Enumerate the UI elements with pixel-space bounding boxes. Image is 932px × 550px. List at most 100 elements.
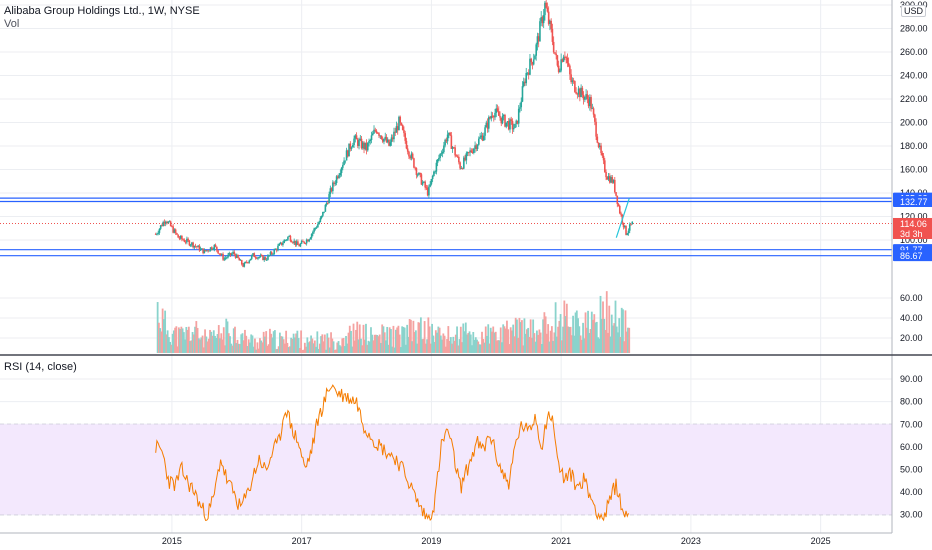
volume-bar [266, 345, 269, 353]
volume-bar [442, 333, 445, 353]
candle-body [519, 107, 521, 109]
candle-body [607, 176, 610, 180]
candle-body [376, 132, 379, 134]
candle-body [161, 225, 163, 227]
volume-bar [531, 337, 533, 353]
candle-body [154, 234, 157, 235]
price-axis-tick: 220.00 [900, 94, 928, 104]
volume-bar [560, 340, 563, 353]
candle-body [489, 117, 491, 119]
volume-label[interactable]: Vol [4, 18, 20, 30]
volume-bar [479, 344, 482, 353]
candle-body [458, 156, 460, 163]
volume-bar [615, 326, 618, 353]
candle-body [582, 94, 585, 100]
candle-body [416, 174, 419, 176]
horizontal-levels[interactable] [0, 197, 892, 257]
volume-bar [292, 333, 295, 353]
volume-bar [275, 349, 278, 353]
candle-body [177, 234, 179, 238]
volume-bar [476, 339, 478, 353]
volume-bar [165, 334, 168, 353]
candle-body [307, 239, 309, 242]
volume-bar [321, 334, 324, 353]
volume-bar [402, 326, 405, 353]
rsi-axis-tick: 60.00 [900, 442, 923, 452]
volume-bar [230, 343, 233, 353]
candle-body [613, 179, 616, 193]
candle-body [514, 123, 516, 129]
volume-bar [287, 347, 290, 353]
candle-body [594, 114, 596, 122]
candle-body [347, 150, 349, 157]
candle-body [366, 143, 369, 151]
volume-bar [569, 326, 572, 353]
candle-body [521, 86, 524, 102]
candle-body [584, 96, 586, 100]
candle-body [280, 242, 283, 245]
candle-body [408, 151, 410, 157]
symbol-title[interactable]: Alibaba Group Holdings Ltd., 1W, NYSE [4, 5, 200, 17]
rsi-axis-tick: 70.00 [900, 419, 923, 429]
candle-body [622, 222, 625, 228]
rsi-axis-tick: 80.00 [900, 397, 923, 407]
candle-body [186, 238, 188, 243]
price-axis-tick: 120.00 [900, 212, 928, 222]
trendline [615, 198, 630, 238]
volume-bar [337, 341, 340, 353]
candle-body [415, 168, 418, 175]
volume-bar [370, 327, 372, 353]
level-price-tag: 86.67 [900, 251, 923, 261]
candle-body [468, 151, 470, 153]
volume-bar [341, 338, 344, 353]
candle-body [330, 188, 333, 192]
volume-bar [605, 291, 608, 353]
volume-bar [305, 346, 307, 353]
candle-body [217, 250, 219, 254]
candle-body [176, 233, 178, 235]
candle-body [244, 261, 247, 263]
candle-body [198, 245, 201, 251]
volume-bar [604, 329, 607, 353]
volume-bar [521, 320, 523, 353]
volume-bar [338, 345, 341, 353]
volume-bar [280, 336, 283, 353]
candle-body [480, 135, 483, 138]
candle-body [380, 135, 383, 140]
candle-body [616, 195, 619, 205]
volume-bar [622, 309, 624, 353]
volume-bar [542, 319, 545, 353]
candle-body [623, 225, 626, 228]
candle-body [446, 134, 449, 142]
candle-body [259, 255, 262, 258]
volume-bar [578, 326, 581, 353]
candle-body [188, 240, 191, 246]
currency-label[interactable]: USD [901, 5, 927, 17]
candle-body [532, 59, 535, 65]
candle-body [314, 227, 317, 229]
volume-bar [392, 325, 395, 353]
candle-body [297, 241, 299, 245]
candle-body [329, 188, 332, 195]
volume-bar [279, 332, 281, 353]
candle-body [207, 250, 209, 252]
volume-bar [398, 334, 401, 353]
rsi-label[interactable]: RSI (14, close) [4, 361, 77, 373]
candle-body [541, 17, 544, 24]
volume-bar [383, 332, 386, 353]
volume-bar [327, 337, 330, 353]
volume-bar [261, 342, 264, 353]
volume-bar [272, 331, 275, 353]
candle-body [401, 124, 404, 130]
candle-body [208, 250, 211, 252]
volume-bar [225, 318, 228, 353]
volume-bar [214, 335, 216, 353]
volume-bar [564, 316, 567, 353]
volume-bar [236, 339, 239, 353]
volume-bar [625, 331, 628, 353]
candle-body [385, 136, 388, 143]
candle-body [197, 245, 199, 248]
volume-bar [190, 340, 193, 353]
